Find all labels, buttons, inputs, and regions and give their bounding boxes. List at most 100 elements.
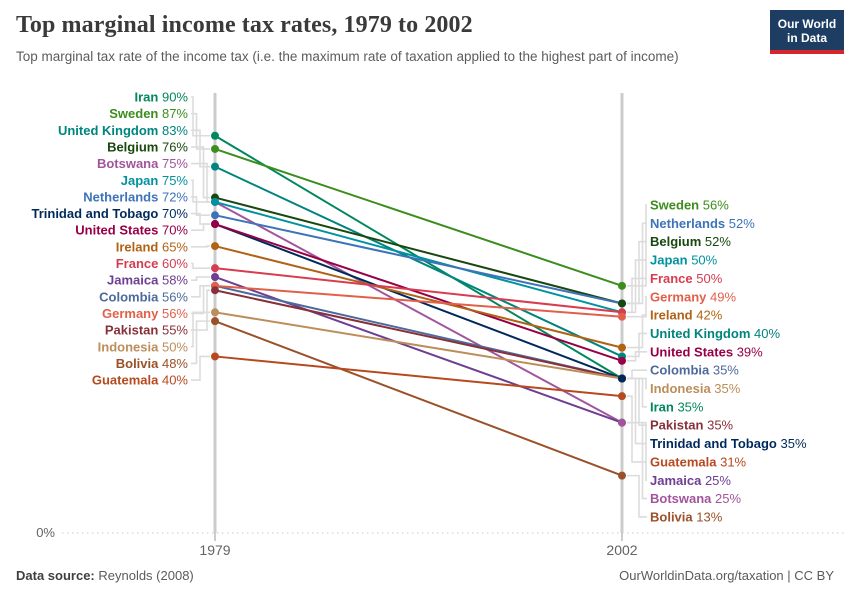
country-label-2002-colombia[interactable]: Colombia 35% [650, 363, 739, 378]
data-point-2002-guatemala[interactable] [618, 392, 626, 401]
data-point-1979-bolivia[interactable] [211, 317, 219, 326]
country-label-2002-sweden[interactable]: Sweden 56% [650, 198, 729, 213]
country-label-1979-jamaica[interactable]: Jamaica 58% [107, 273, 188, 288]
country-label-1979-colombia[interactable]: Colombia 56% [99, 289, 188, 304]
slope-line-netherlands[interactable] [214, 214, 623, 305]
country-label-1979-ireland[interactable]: Ireland 65% [116, 239, 189, 254]
country-label-1979-belgium[interactable]: Belgium 76% [107, 139, 188, 154]
leader-right [627, 395, 647, 463]
data-source-label: Data source: [16, 568, 95, 583]
country-label-1979-guatemala[interactable]: Guatemala 40% [92, 373, 189, 388]
data-point-2002-botswana[interactable] [618, 418, 626, 427]
leader-right [627, 377, 647, 390]
country-label-1979-iran[interactable]: Iran 90% [135, 90, 189, 105]
data-point-1979-united-kingdom[interactable] [211, 162, 219, 171]
slope-line-pakistan[interactable] [214, 289, 623, 380]
country-label-1979-indonesia[interactable]: Indonesia 50% [98, 339, 189, 354]
country-label-1979-sweden[interactable]: Sweden 87% [109, 106, 188, 121]
owid-logo[interactable]: Our World in Data [770, 10, 844, 54]
country-label-2002-pakistan[interactable]: Pakistan 35% [650, 418, 734, 433]
country-label-2002-indonesia[interactable]: Indonesia 35% [650, 381, 741, 396]
leader-left [191, 285, 210, 315]
slope-line-belgium[interactable] [214, 196, 623, 305]
data-point-1979-sweden[interactable] [211, 144, 219, 153]
data-point-1979-netherlands[interactable] [211, 211, 219, 220]
data-point-1979-united-states[interactable] [211, 220, 219, 229]
country-label-2002-botswana[interactable]: Botswana 25% [650, 491, 741, 506]
data-point-2002-ireland[interactable] [618, 343, 626, 352]
leader-left [191, 355, 210, 381]
data-point-1979-pakistan[interactable] [211, 286, 219, 295]
slope-line-germany[interactable] [214, 284, 623, 318]
slope-line-sweden[interactable] [214, 148, 623, 287]
leader-right [627, 204, 647, 287]
country-label-2002-united-states[interactable]: United States 39% [650, 344, 763, 359]
leader-left [191, 96, 210, 137]
leader-right [627, 421, 647, 482]
country-label-2002-france[interactable]: France 50% [650, 271, 723, 286]
country-label-2002-netherlands[interactable]: Netherlands 52% [650, 216, 755, 231]
country-label-1979-united-kingdom[interactable]: United Kingdom 83% [58, 123, 188, 138]
country-label-1979-botswana[interactable]: Botswana 75% [97, 156, 188, 171]
leader-right [627, 351, 647, 362]
leader-right [627, 421, 647, 500]
country-label-2002-ireland[interactable]: Ireland 42% [650, 308, 723, 323]
leader-right [627, 377, 647, 408]
leader-right [627, 240, 647, 305]
slope-line-united-states[interactable] [214, 223, 623, 362]
data-point-1979-japan[interactable] [211, 197, 219, 206]
leader-left [191, 223, 210, 231]
country-label-1979-united-states[interactable]: United States 70% [75, 223, 188, 238]
leader-right [627, 277, 647, 314]
data-point-2002-bolivia[interactable] [618, 471, 626, 480]
slope-line-bolivia[interactable] [214, 320, 623, 477]
slope-line-france[interactable] [214, 267, 623, 314]
slope-line-japan[interactable] [214, 200, 623, 314]
country-label-1979-trinidad-and-tobago[interactable]: Trinidad and Tobago 70% [31, 206, 188, 221]
country-label-1979-netherlands[interactable]: Netherlands 72% [83, 189, 188, 204]
country-label-2002-bolivia[interactable]: Bolivia 13% [650, 509, 723, 524]
x-axis-label-2002: 2002 [606, 542, 637, 558]
country-label-2002-iran[interactable]: Iran 35% [650, 399, 704, 414]
country-label-2002-germany[interactable]: Germany 49% [650, 289, 736, 304]
data-point-1979-iran[interactable] [211, 131, 219, 140]
leader-left [191, 289, 210, 331]
country-label-1979-france[interactable]: France 60% [116, 256, 189, 271]
slope-line-ireland[interactable] [214, 245, 623, 349]
country-label-2002-united-kingdom[interactable]: United Kingdom 40% [650, 326, 780, 341]
license-note[interactable]: OurWorldinData.org/taxation | CC BY [619, 568, 834, 583]
country-label-1979-japan[interactable]: Japan 75% [121, 173, 189, 188]
data-point-1979-indonesia[interactable] [211, 308, 219, 317]
slope-line-united-kingdom[interactable] [214, 165, 623, 358]
leader-left [191, 196, 210, 216]
leader-left [191, 262, 210, 269]
chart-header: Top marginal income tax rates, 1979 to 2… [16, 12, 750, 66]
leader-left [191, 311, 210, 348]
data-point-1979-jamaica[interactable] [211, 272, 219, 281]
data-point-1979-france[interactable] [211, 264, 219, 273]
slope-line-guatemala[interactable] [214, 355, 623, 398]
country-label-2002-belgium[interactable]: Belgium 52% [650, 234, 731, 249]
data-point-2002-sweden[interactable] [618, 281, 626, 290]
leader-right [627, 474, 647, 518]
leader-left [191, 179, 210, 203]
leader-right [627, 314, 647, 349]
country-label-2002-jamaica[interactable]: Jamaica 25% [650, 473, 731, 488]
data-point-2002-united-states[interactable] [618, 356, 626, 365]
slope-line-botswana[interactable] [214, 201, 623, 424]
country-label-2002-guatemala[interactable]: Guatemala 31% [650, 454, 747, 469]
data-point-2002-germany[interactable] [618, 312, 626, 321]
leader-right [627, 222, 647, 305]
country-label-1979-germany[interactable]: Germany 56% [102, 306, 188, 321]
data-point-2002-belgium[interactable] [618, 299, 626, 308]
country-label-2002-trinidad-and-tobago[interactable]: Trinidad and Tobago 35% [650, 436, 807, 451]
country-label-1979-pakistan[interactable]: Pakistan 55% [105, 323, 189, 338]
slope-line-indonesia[interactable] [214, 311, 623, 380]
chart-subtitle: Top marginal tax rate of the income tax … [16, 49, 679, 64]
country-label-1979-bolivia[interactable]: Bolivia 48% [116, 356, 189, 371]
data-point-2002-trinidad-and-tobago[interactable] [618, 374, 626, 383]
country-label-2002-japan[interactable]: Japan 50% [650, 253, 718, 268]
leader-right [627, 332, 647, 358]
data-point-1979-guatemala[interactable] [211, 352, 219, 361]
data-point-1979-ireland[interactable] [211, 242, 219, 251]
